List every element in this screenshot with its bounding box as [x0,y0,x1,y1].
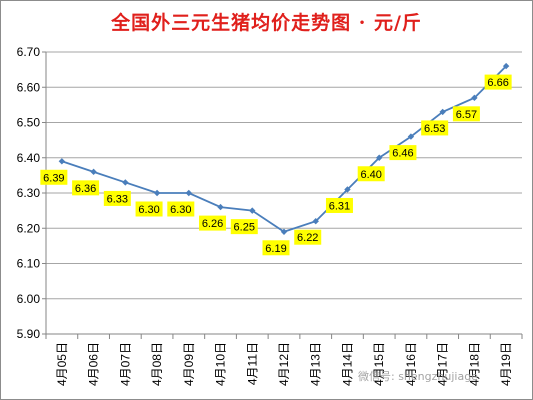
data-label: 6.53 [424,123,445,135]
x-tick-label: 4月15日 [372,342,386,386]
data-label-bg [72,180,100,196]
data-label-bg [135,201,163,217]
data-point [122,179,129,186]
data-label: 6.39 [43,172,64,184]
data-label: 6.30 [138,204,159,216]
y-tick-label: 5.90 [17,327,41,341]
x-tick-label: 4月08日 [150,342,164,386]
data-label-bg [294,229,322,245]
data-label-bg [262,240,290,256]
data-point [185,189,192,197]
data-point [312,218,319,225]
data-label: 6.46 [392,148,413,160]
data-label-bg [199,215,227,231]
data-point [344,186,351,193]
data-points [58,62,510,235]
data-labels: 6.39 6.36 6.33 6.30 6.30 6.26 6.25 6.19 6.22 6.31… [40,74,512,256]
data-point [280,228,288,235]
x-tick-label: 4月07日 [118,342,132,386]
x-tick-label: 4月18日 [467,342,481,386]
data-label: 6.33 [107,193,128,205]
y-tick-labels: 5.90 6.00 6.10 6.20 6.30 6.40 6.50 6.60 6.70 [17,45,41,341]
data-label: 6.26 [202,218,223,230]
data-label: 6.25 [234,222,255,234]
data-point [217,203,224,211]
x-tick-label: 4月06日 [87,342,101,386]
data-label-bg [40,169,68,185]
x-tick-label: 4月13日 [309,342,323,386]
series-line-path [61,65,507,233]
y-tick-label: 6.00 [17,292,41,306]
data-label-bg [230,219,258,235]
data-point [502,62,510,70]
data-label: 6.31 [329,200,350,212]
x-tick-label: 4月05日 [55,342,69,386]
x-tick-label: 4月11日 [245,342,259,385]
data-label-bg [389,145,417,161]
data-point [471,94,478,102]
x-tick-label: 4月09日 [182,342,196,386]
y-tick-label: 6.50 [17,116,41,130]
data-label-bg [452,106,480,122]
data-label: 6.19 [265,243,286,255]
y-tick-label: 6.10 [17,257,41,271]
data-label: 6.40 [360,169,381,181]
x-tick-label: 4月10日 [214,342,228,386]
data-label-bg [167,201,195,217]
series-line [61,65,507,233]
y-tick-label: 6.20 [17,221,41,235]
data-label: 6.22 [297,232,318,244]
x-tick-label: 4月19日 [499,342,513,386]
data-point [58,158,66,165]
data-label-bg [357,166,385,182]
axes [42,51,523,339]
x-tick-labels: 4月05日 4月06日 4月07日 4月08日 4月09日 4月10日 4月11日 4月12日… [55,342,513,386]
y-tick-label: 6.60 [17,80,41,94]
chart-title: 全国外三元生猪均价走势图 · 元/斤 [111,12,422,34]
data-point [376,154,383,161]
data-point [439,108,446,116]
data-point [407,133,415,140]
x-tick-label: 4月16日 [404,342,418,386]
data-label: 6.36 [75,183,96,195]
data-label-bg [325,197,353,213]
data-label-bg [421,120,449,136]
data-label: 6.30 [170,204,191,216]
x-tick-label: 4月17日 [436,342,450,386]
data-point [249,207,256,214]
watermark-text: 微信号: shengzhujiage [358,370,478,383]
y-tick-label: 6.30 [17,186,41,200]
x-tick-label: 4月12日 [277,342,291,386]
data-point [90,168,97,176]
data-label-bg [103,190,131,206]
y-tick-label: 6.70 [17,45,41,59]
y-tick-label: 6.40 [17,151,41,165]
data-point [153,189,161,197]
data-label-bg [484,74,512,90]
x-tick-label: 4月14日 [340,342,354,386]
data-label: 6.57 [456,109,477,121]
data-label: 6.66 [487,77,508,89]
